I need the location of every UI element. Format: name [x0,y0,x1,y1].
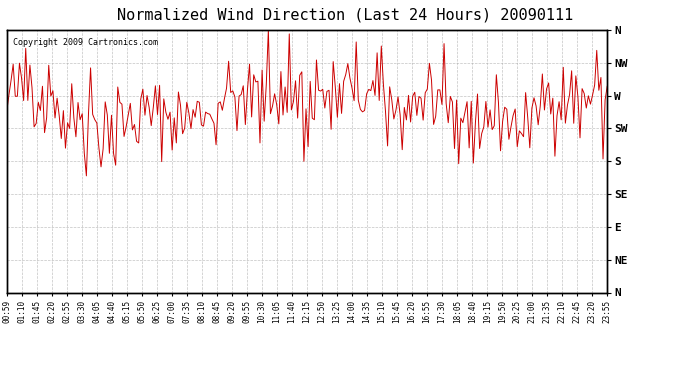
Text: Copyright 2009 Cartronics.com: Copyright 2009 Cartronics.com [13,38,158,47]
Text: Normalized Wind Direction (Last 24 Hours) 20090111: Normalized Wind Direction (Last 24 Hours… [117,8,573,22]
